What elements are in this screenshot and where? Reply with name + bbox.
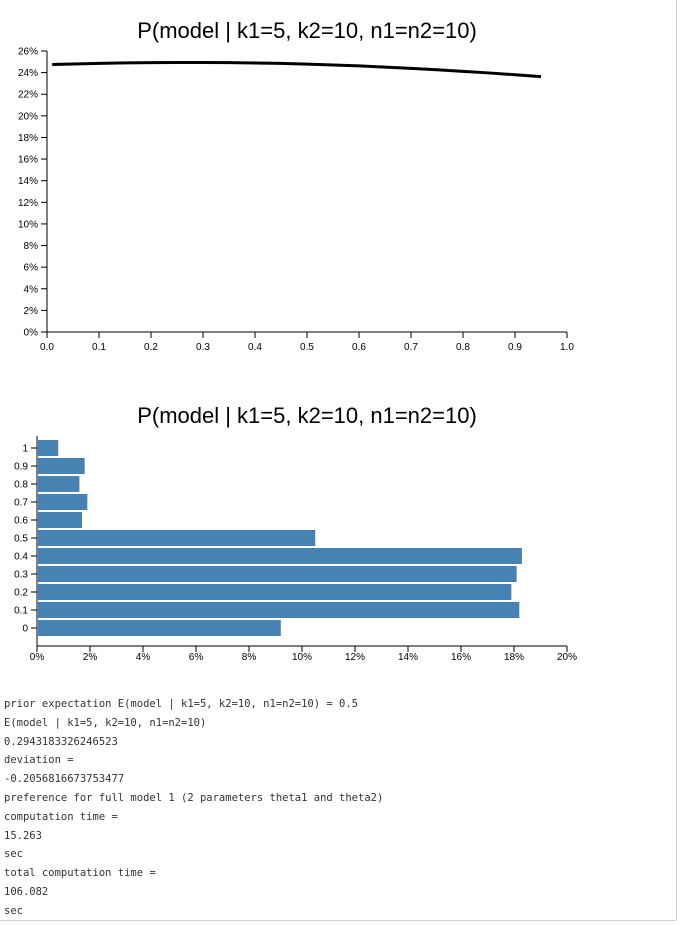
output-line: 106.082 [4,885,49,898]
y-tick-label: 0.1 [14,606,28,617]
x-tick-label: 12% [345,652,365,663]
y-tick-label: 4% [24,284,39,295]
y-tick-label: 2% [24,306,39,317]
output-line: 15.263 [4,829,42,842]
bar [38,512,83,528]
y-tick-label: 16% [18,155,38,166]
bar [38,476,80,492]
output-line: deviation = [4,754,74,767]
x-tick-label: 14% [398,652,418,663]
y-tick-label: 20% [18,111,38,122]
y-tick-label: 14% [18,176,38,187]
bar [38,458,85,474]
x-tick-label: 0.3 [196,342,210,353]
bar [38,530,316,546]
x-tick-label: 0.6 [352,342,366,353]
y-tick-label: 6% [24,263,39,274]
y-tick-label: 0% [24,328,39,339]
x-tick-label: 8% [242,652,257,663]
y-tick-label: 0.6 [14,516,28,527]
x-tick-label: 0.8 [456,342,470,353]
y-tick-label: 0 [22,624,28,635]
x-tick-label: 4% [136,652,151,663]
output-line: total computation time = [4,867,156,880]
x-tick-label: 6% [189,652,204,663]
y-tick-label: 0.9 [14,462,28,473]
output-line: sec [4,904,23,917]
bar-chart: 00.10.20.30.40.50.60.70.80.910% 2% 4% 6% 8% 1… [14,436,577,663]
bar-chart-title: P(model | k1=5, k2=10, n1=n2=10) [137,403,477,428]
x-tick-label: 0.7 [404,342,418,353]
output-line: E(model | k1=5, k2=10, n1=n2=10) [4,716,207,729]
output-line: prior expectation E(model | k1=5, k2=10,… [4,698,359,710]
series-line [52,60,542,79]
y-tick-label: 0.7 [14,498,28,509]
bar [38,548,522,564]
y-tick-label: 18% [18,133,38,144]
bar [38,620,281,636]
y-tick-label: 0.3 [14,570,28,581]
line-chart-title: P(model | k1=5, k2=10, n1=n2=10) [137,18,477,43]
x-tick-label: 2% [83,652,98,663]
y-tick-label: 1 [22,444,28,455]
x-tick-label: 0.4 [248,342,262,353]
y-tick-label: 0.5 [14,534,28,545]
output-line: 0.2943183326246523 [4,735,118,748]
y-tick-label: 0.2 [14,588,28,599]
bar [38,566,517,582]
bar [38,602,520,618]
y-tick-label: 24% [18,68,38,79]
x-tick-label: 0.9 [508,342,522,353]
y-tick-label: 22% [18,90,38,101]
x-tick-label: 10% [292,652,312,663]
console-output: prior expectation E(model | k1=5, k2=10,… [4,695,383,921]
y-tick-label: 0.8 [14,480,28,491]
output-line: computation time = [4,810,118,823]
x-tick-label: 18% [504,652,524,663]
bar [38,440,59,456]
output-line: preference for full model 1 (2 parameter… [4,791,384,804]
bar [38,494,88,510]
x-tick-label: 0.1 [92,342,106,353]
output-line: -0.2056816673753477 [4,773,125,786]
y-tick-label: 10% [18,219,38,230]
x-tick-label: 20% [557,652,577,663]
bar [38,584,512,600]
output-line: sec [4,848,23,861]
y-tick-label: 0.4 [14,552,28,563]
x-tick-label: 0.5 [300,342,314,353]
line-chart: 0% 2% 4% 6% 8% 10% 12% 14% 16% 18% 20% 22% 24% 26% 0.0… [18,47,574,354]
x-tick-label: 0.2 [144,342,158,353]
y-tick-label: 26% [18,47,38,58]
x-tick-label: 1.0 [560,342,574,353]
x-tick-label: 0% [30,652,45,663]
y-tick-label: 12% [18,198,38,209]
x-tick-label: 16% [451,652,471,663]
y-tick-label: 8% [24,241,39,252]
x-tick-label: 0.0 [40,342,54,353]
